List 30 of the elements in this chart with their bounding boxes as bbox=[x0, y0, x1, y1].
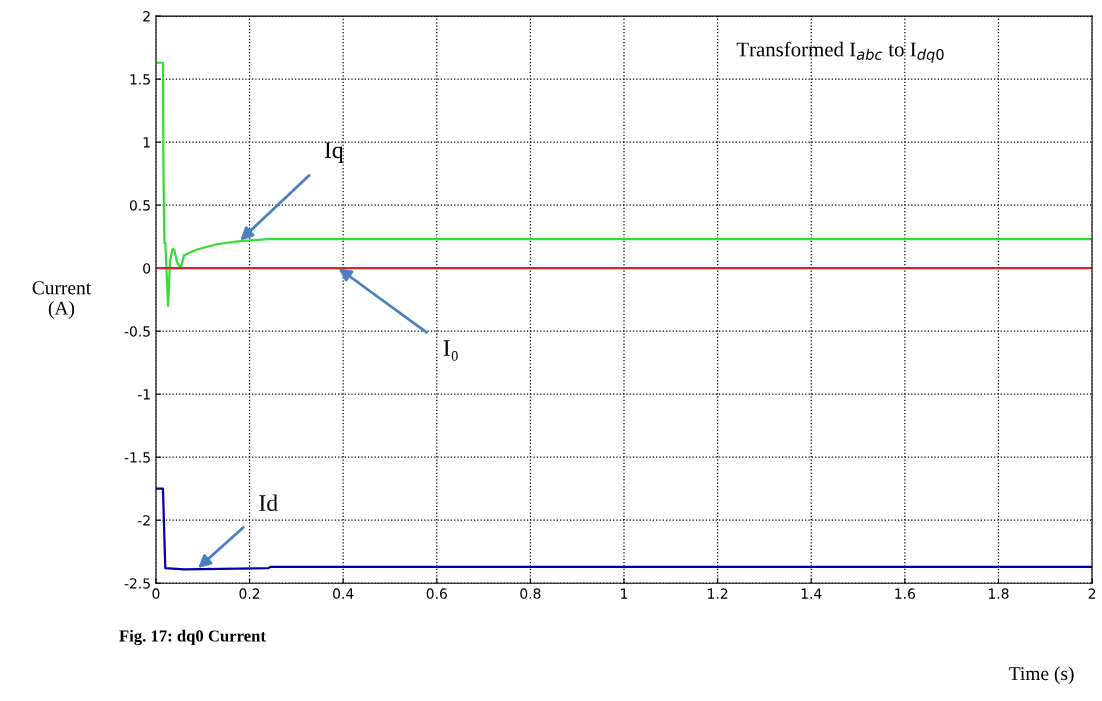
y-tick-label: 0 bbox=[143, 263, 151, 274]
x-tick-label: 0.8 bbox=[520, 588, 541, 599]
x-tick-label: 0.2 bbox=[239, 588, 260, 599]
y-tick-label: 0.5 bbox=[129, 200, 150, 211]
x-tick-label: 1 bbox=[621, 588, 628, 599]
y-tick-label: 1 bbox=[143, 137, 150, 148]
annotation: I₀ bbox=[443, 340, 458, 361]
x-axis-title: Time (s) bbox=[1009, 666, 1074, 685]
y-tick-label: -0.5 bbox=[124, 326, 150, 337]
x-tick-label: 1.6 bbox=[895, 588, 916, 599]
y-tick-label: 2 bbox=[143, 11, 150, 22]
x-tick-label: 1.4 bbox=[801, 588, 822, 599]
x-tick-label: 1.2 bbox=[708, 588, 728, 599]
text: Transformed I$_{abc}$ to I$_{dq0}$ bbox=[736, 41, 944, 63]
y-tick-label: 1.5 bbox=[130, 74, 150, 85]
x-tick-label: 0 bbox=[152, 588, 160, 599]
x-tick-label: 0.4 bbox=[333, 588, 354, 599]
x-tick-label: 1.8 bbox=[988, 588, 1009, 599]
y-tick-label: -2.5 bbox=[124, 578, 150, 589]
annotation: Iq bbox=[324, 142, 344, 163]
caption: Fig. 17: dq0 Current bbox=[119, 629, 266, 646]
y-axis-title: Current (A) bbox=[32, 281, 92, 319]
y-tick-label: -2 bbox=[137, 515, 150, 526]
y-tick-label: -1.5 bbox=[124, 452, 150, 463]
line-series bbox=[155, 487, 1093, 571]
x-tick-label: 2 bbox=[1088, 588, 1096, 599]
y-tick-label: -1 bbox=[137, 389, 150, 400]
x-tick-label: 0.6 bbox=[426, 588, 447, 599]
annotation: Id bbox=[259, 494, 278, 512]
line-series bbox=[155, 61, 1093, 308]
